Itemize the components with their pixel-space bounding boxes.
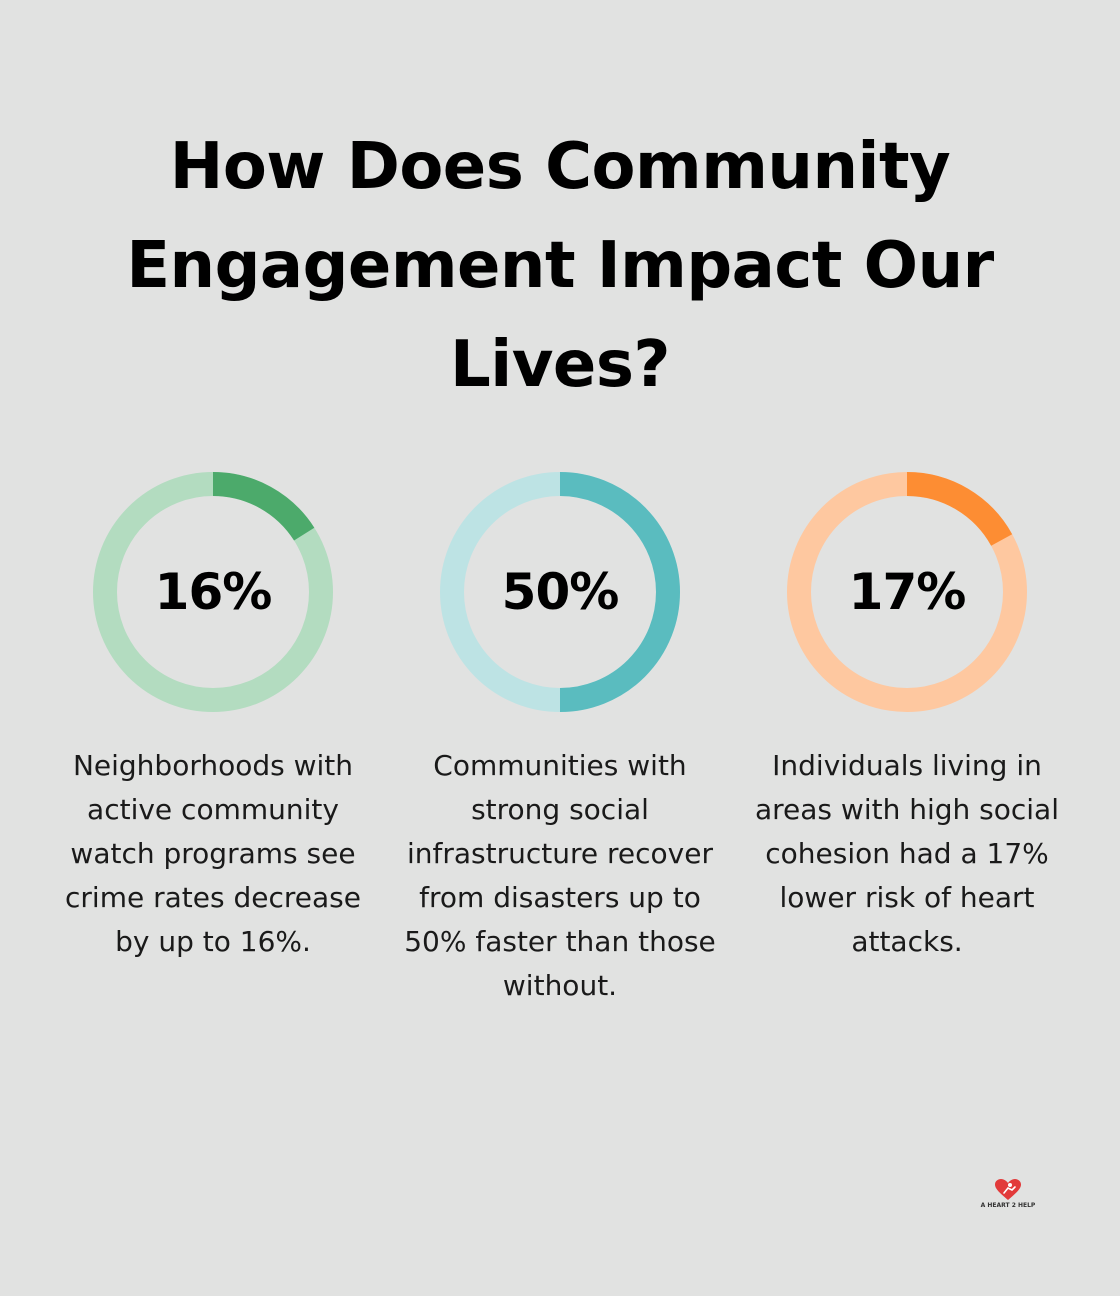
stat-description: Individuals living in areas with high so… <box>754 749 1059 958</box>
brand-logo: A HEART 2 HELP <box>980 1178 1036 1214</box>
stat-value: 50% <box>501 563 620 621</box>
donut-value-arc <box>906 472 1013 547</box>
donut-svg <box>787 472 1027 712</box>
donut-value-arc <box>212 472 315 541</box>
donut-chart <box>93 470 333 714</box>
donut-svg <box>440 472 680 712</box>
logo-text: A HEART 2 HELP <box>980 1202 1036 1209</box>
donut-chart <box>440 470 680 714</box>
stat-value: 17% <box>848 563 967 621</box>
heart-logo-icon <box>995 1179 1021 1200</box>
page-title: How Does Community Engagement Impact Our… <box>126 130 994 402</box>
stat-value: 16% <box>154 563 273 621</box>
donut-svg <box>93 472 333 712</box>
donut-value-arc <box>559 472 680 712</box>
donut-chart <box>787 470 1027 714</box>
stat-description: Neighborhoods with active community watc… <box>65 749 361 958</box>
stat-description: Communities with strong social infrastru… <box>404 749 716 1002</box>
